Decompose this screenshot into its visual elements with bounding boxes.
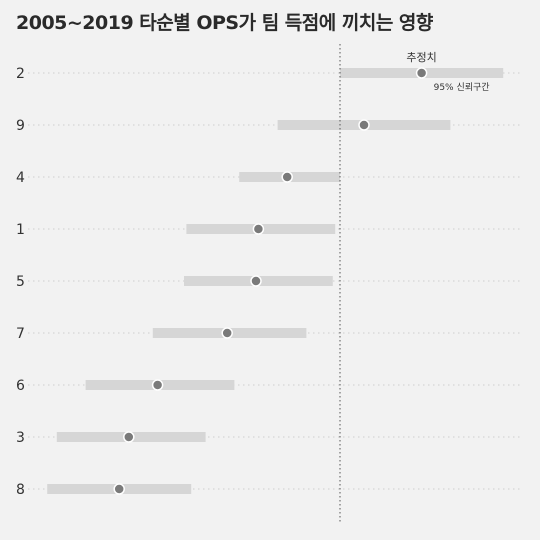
estimate-dot bbox=[281, 171, 293, 183]
ci-annotation: 95% 신뢰구간 bbox=[434, 82, 490, 93]
estimate-dot bbox=[151, 379, 164, 391]
row-label: 5 bbox=[16, 274, 25, 290]
row-label: 8 bbox=[16, 482, 25, 498]
estimate-dot bbox=[252, 223, 265, 235]
estimate-dot bbox=[123, 431, 135, 443]
estimate-dot bbox=[415, 67, 428, 79]
row-label: 9 bbox=[16, 118, 25, 134]
chart-title: 2005~2019 타순별 OPS가 팀 득점에 끼치는 영향 bbox=[16, 12, 433, 34]
estimate-dot bbox=[113, 483, 125, 495]
estimate-dot bbox=[221, 327, 233, 339]
row-label: 7 bbox=[16, 326, 25, 342]
estimate-annotation: 추정치 bbox=[406, 51, 436, 64]
row-label: 1 bbox=[16, 222, 25, 238]
row-label: 2 bbox=[16, 66, 25, 82]
estimate-dot bbox=[358, 119, 370, 131]
row-label: 6 bbox=[16, 378, 25, 394]
row-label: 4 bbox=[16, 170, 25, 186]
estimate-dot bbox=[250, 275, 262, 287]
row-label: 3 bbox=[16, 430, 25, 446]
